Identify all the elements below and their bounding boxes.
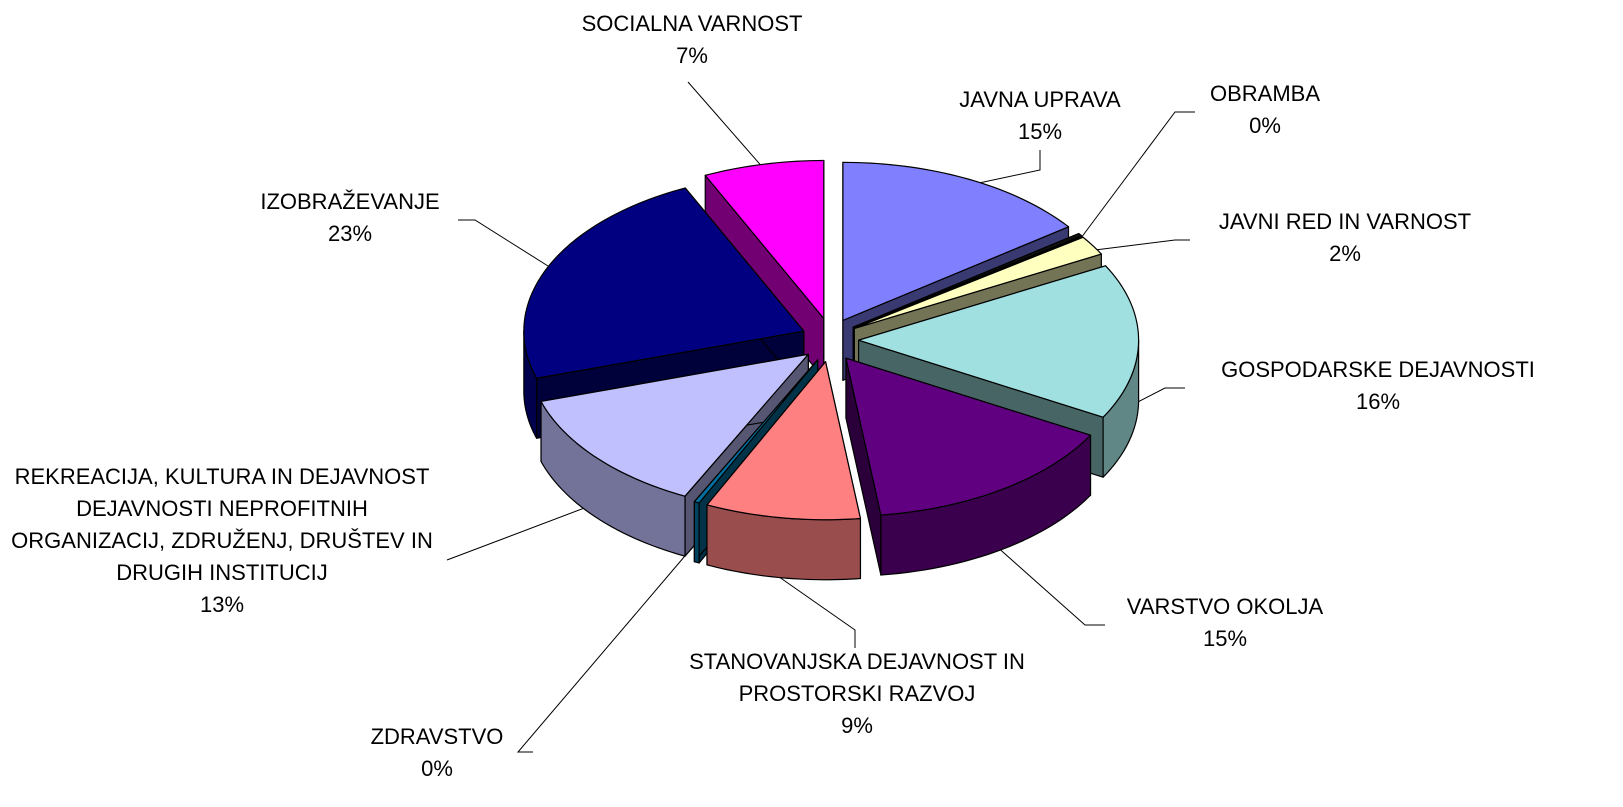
value-label: 2% xyxy=(1329,241,1361,266)
value-label: 0% xyxy=(1249,113,1281,138)
category-label: IZOBRAŽEVANJE xyxy=(260,189,440,214)
leader-line xyxy=(458,219,549,267)
data-label: JAVNI RED IN VARNOST 2% xyxy=(1175,206,1515,270)
category-label: JAVNA UPRAVA xyxy=(959,87,1121,112)
leader-line xyxy=(964,150,1041,187)
value-label: 16% xyxy=(1355,389,1401,414)
value-label: 9% xyxy=(841,713,873,738)
value-label: 0% xyxy=(421,756,453,781)
slice xyxy=(693,359,819,504)
leader-line xyxy=(994,544,1105,626)
category-label: OBRAMBA xyxy=(1209,81,1321,106)
data-label: SOCIALNA VARNOST 7% xyxy=(542,8,842,72)
slice xyxy=(845,357,1092,576)
slice xyxy=(842,161,1070,321)
slice xyxy=(853,236,1102,330)
slice xyxy=(845,357,1092,516)
leader-line xyxy=(446,506,588,561)
value-label: 7% xyxy=(676,43,708,68)
leader-line xyxy=(516,549,691,753)
category-label: ZDRAVSTVO xyxy=(370,724,504,749)
category-label: REKREACIJA, KULTURA IN DEJAVNOST DEJAVNO… xyxy=(11,464,433,585)
leader-line xyxy=(1131,387,1185,406)
slice xyxy=(540,353,809,497)
data-label: ZDRAVSTVO 0% xyxy=(337,721,537,785)
data-label: IZOBRAŽEVANJE 23% xyxy=(220,186,480,250)
category-label: STANOVANJSKA DEJAVNOST IN PROSTORSKI RAZ… xyxy=(689,649,1025,706)
category-label: GOSPODARSKE DEJAVNOSTI xyxy=(1221,357,1535,382)
slice xyxy=(852,232,1083,328)
category-label: VARSTVO OKOLJA xyxy=(1126,594,1324,619)
value-label: 15% xyxy=(1017,119,1063,144)
data-label: OBRAMBA 0% xyxy=(1165,78,1365,142)
data-label: STANOVANJSKA DEJAVNOST IN PROSTORSKI RAZ… xyxy=(647,646,1067,742)
leader-line xyxy=(1094,239,1190,251)
slice xyxy=(706,361,862,581)
slice xyxy=(523,187,805,379)
slice xyxy=(706,361,862,521)
data-label: GOSPODARSKE DEJAVNOSTI 16% xyxy=(1178,354,1578,418)
slice xyxy=(857,265,1140,418)
category-label: JAVNI RED IN VARNOST xyxy=(1218,209,1472,234)
data-label: REKREACIJA, KULTURA IN DEJAVNOST DEJAVNO… xyxy=(7,461,437,621)
leader-line xyxy=(771,571,856,648)
leader-lines xyxy=(446,81,1195,753)
data-label: JAVNA UPRAVA 15% xyxy=(890,84,1190,148)
data-label: VARSTVO OKOLJA 15% xyxy=(1075,591,1375,655)
value-label: 13% xyxy=(199,592,245,617)
category-label: SOCIALNA VARNOST xyxy=(581,11,803,36)
value-label: 23% xyxy=(327,221,373,246)
value-label: 15% xyxy=(1202,626,1248,651)
leader-line xyxy=(687,81,766,171)
slice xyxy=(704,159,825,320)
slice-side xyxy=(693,501,700,564)
leader-line xyxy=(1077,111,1195,243)
